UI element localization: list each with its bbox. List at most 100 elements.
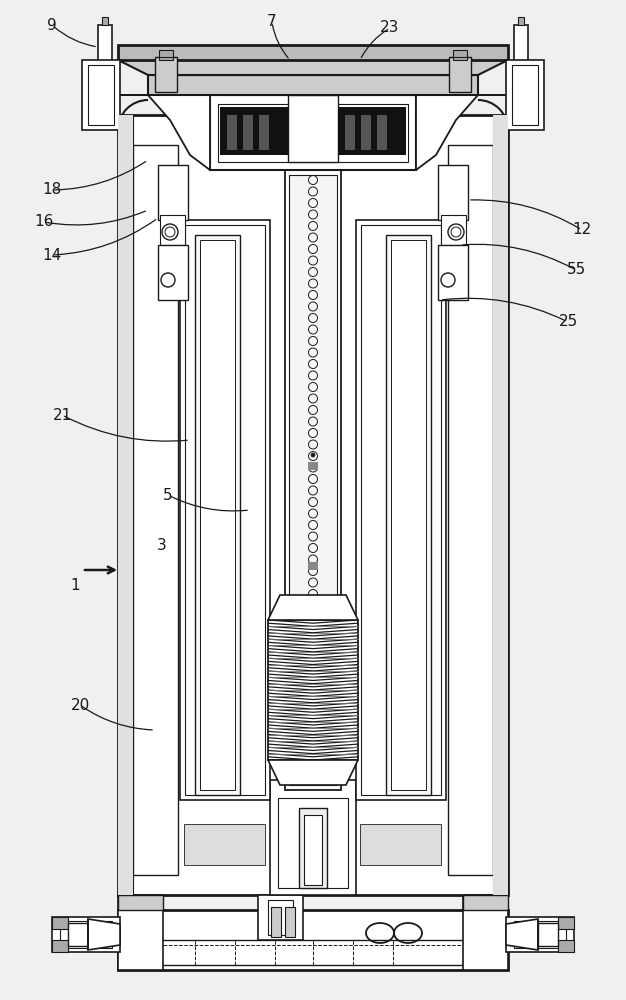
Bar bbox=[163, 60, 463, 75]
Bar bbox=[449, 57, 471, 92]
Bar bbox=[299, 808, 327, 888]
Bar bbox=[558, 940, 574, 952]
Bar bbox=[271, 907, 281, 937]
Bar bbox=[118, 895, 163, 910]
Bar bbox=[155, 57, 177, 92]
Bar bbox=[438, 165, 468, 220]
Text: 14: 14 bbox=[43, 247, 61, 262]
Bar bbox=[308, 562, 318, 570]
Bar bbox=[361, 825, 441, 865]
Bar bbox=[102, 17, 108, 25]
Bar bbox=[195, 235, 240, 795]
Bar bbox=[118, 45, 508, 60]
Bar bbox=[361, 225, 441, 795]
Bar bbox=[506, 917, 574, 952]
Polygon shape bbox=[88, 919, 120, 950]
Bar bbox=[288, 95, 338, 162]
Bar bbox=[493, 115, 508, 895]
Text: 12: 12 bbox=[572, 223, 592, 237]
Bar bbox=[118, 115, 133, 895]
Bar bbox=[258, 895, 303, 940]
Bar bbox=[52, 917, 120, 952]
Bar bbox=[159, 50, 173, 60]
Text: 1: 1 bbox=[70, 578, 80, 592]
Bar bbox=[453, 50, 467, 60]
Bar bbox=[438, 245, 468, 300]
Bar bbox=[391, 240, 426, 790]
Bar bbox=[386, 235, 431, 795]
Polygon shape bbox=[416, 95, 508, 170]
Bar bbox=[361, 825, 441, 865]
Bar bbox=[278, 798, 348, 888]
Bar bbox=[98, 25, 112, 65]
Text: 23: 23 bbox=[381, 20, 399, 35]
Bar bbox=[160, 215, 185, 245]
Bar bbox=[118, 895, 163, 970]
Bar bbox=[493, 115, 508, 895]
Text: 7: 7 bbox=[267, 14, 277, 29]
Polygon shape bbox=[268, 595, 358, 620]
Bar bbox=[88, 65, 114, 125]
Bar bbox=[118, 115, 508, 895]
Bar bbox=[441, 215, 466, 245]
Text: 3: 3 bbox=[157, 538, 167, 552]
Bar bbox=[118, 115, 133, 895]
Polygon shape bbox=[118, 95, 210, 170]
Text: 16: 16 bbox=[34, 215, 54, 230]
Text: 21: 21 bbox=[53, 408, 71, 422]
Bar bbox=[268, 900, 293, 935]
Bar bbox=[60, 921, 112, 948]
Text: 55: 55 bbox=[567, 262, 586, 277]
Bar bbox=[345, 115, 355, 150]
Bar bbox=[448, 145, 493, 875]
Ellipse shape bbox=[311, 453, 315, 457]
Text: 5: 5 bbox=[163, 488, 173, 502]
Bar bbox=[68, 923, 88, 946]
Bar bbox=[270, 780, 356, 895]
Text: 20: 20 bbox=[70, 698, 90, 712]
Bar bbox=[148, 75, 478, 95]
Bar bbox=[220, 107, 288, 155]
Bar bbox=[185, 825, 265, 865]
Bar bbox=[463, 895, 508, 910]
Bar bbox=[268, 620, 358, 760]
Bar bbox=[558, 917, 574, 929]
Bar bbox=[304, 815, 322, 885]
Bar bbox=[308, 462, 318, 470]
Bar bbox=[218, 104, 408, 162]
Bar bbox=[285, 907, 295, 937]
Bar bbox=[514, 25, 528, 65]
Text: 18: 18 bbox=[43, 182, 61, 198]
Bar bbox=[158, 165, 188, 220]
Polygon shape bbox=[118, 60, 508, 75]
Bar bbox=[377, 115, 387, 150]
Bar bbox=[338, 107, 406, 155]
Bar bbox=[158, 245, 188, 300]
Bar bbox=[356, 220, 446, 800]
Bar bbox=[506, 60, 544, 130]
Bar bbox=[463, 895, 508, 970]
Text: 25: 25 bbox=[558, 314, 578, 330]
Bar bbox=[200, 240, 235, 790]
Bar bbox=[52, 917, 68, 929]
Text: 9: 9 bbox=[47, 17, 57, 32]
Bar bbox=[361, 115, 371, 150]
Bar bbox=[210, 95, 416, 170]
Bar bbox=[538, 923, 558, 946]
Bar bbox=[82, 60, 120, 130]
Bar bbox=[52, 940, 68, 952]
Bar bbox=[514, 921, 566, 948]
Bar bbox=[185, 825, 265, 865]
Bar bbox=[285, 170, 341, 790]
Polygon shape bbox=[268, 760, 358, 785]
Bar bbox=[518, 17, 524, 25]
Bar bbox=[180, 220, 270, 800]
Bar bbox=[512, 65, 538, 125]
Bar bbox=[118, 910, 508, 970]
Bar bbox=[289, 175, 337, 785]
Bar bbox=[133, 145, 178, 875]
Bar bbox=[185, 225, 265, 795]
Polygon shape bbox=[506, 919, 538, 950]
Bar bbox=[227, 115, 237, 150]
Bar bbox=[158, 940, 468, 965]
